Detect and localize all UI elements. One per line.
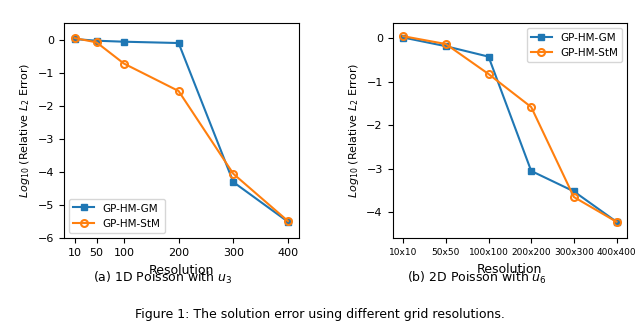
GP-HM-GM [71, 37, 79, 41]
X-axis label: Resolution: Resolution [148, 263, 214, 277]
Text: Figure 1: The solution error using different grid resolutions.: Figure 1: The solution error using diffe… [135, 308, 505, 321]
Text: (b) 2D Poisson with $u_6$: (b) 2D Poisson with $u_6$ [407, 270, 547, 286]
Line: GP-HM-GM: GP-HM-GM [400, 34, 620, 225]
GP-HM-GM [612, 220, 620, 224]
GP-HM-GM [93, 39, 100, 43]
GP-HM-StM [71, 36, 79, 40]
Legend: GP-HM-GM, GP-HM-StM: GP-HM-GM, GP-HM-StM [69, 199, 164, 233]
GP-HM-GM [230, 180, 237, 184]
GP-HM-StM [484, 72, 492, 76]
GP-HM-StM [284, 219, 292, 223]
GP-HM-StM [93, 40, 100, 44]
GP-HM-StM [612, 220, 620, 224]
GP-HM-StM [527, 105, 535, 109]
GP-HM-StM [120, 62, 128, 66]
GP-HM-GM [120, 40, 128, 44]
GP-HM-StM [442, 42, 450, 46]
GP-HM-GM [175, 41, 182, 45]
Line: GP-HM-StM: GP-HM-StM [71, 35, 291, 224]
GP-HM-GM [570, 189, 578, 193]
Y-axis label: $Log_{10}$ (Relative $L_2$ Error): $Log_{10}$ (Relative $L_2$ Error) [347, 63, 361, 198]
Line: GP-HM-StM: GP-HM-StM [400, 33, 620, 225]
Y-axis label: $Log_{10}$ (Relative $L_2$ Error): $Log_{10}$ (Relative $L_2$ Error) [18, 63, 32, 198]
Line: GP-HM-GM: GP-HM-GM [71, 36, 291, 225]
GP-HM-GM [527, 169, 535, 173]
X-axis label: Resolution: Resolution [477, 262, 543, 276]
GP-HM-GM [484, 55, 492, 59]
GP-HM-StM [399, 34, 407, 38]
GP-HM-StM [570, 195, 578, 199]
Legend: GP-HM-GM, GP-HM-StM: GP-HM-GM, GP-HM-StM [527, 28, 622, 62]
Text: (a) 1D Poisson with $u_3$: (a) 1D Poisson with $u_3$ [93, 270, 233, 286]
GP-HM-StM [230, 172, 237, 176]
GP-HM-GM [442, 44, 450, 48]
GP-HM-StM [175, 89, 182, 93]
GP-HM-GM [284, 220, 292, 224]
GP-HM-GM [399, 35, 407, 39]
